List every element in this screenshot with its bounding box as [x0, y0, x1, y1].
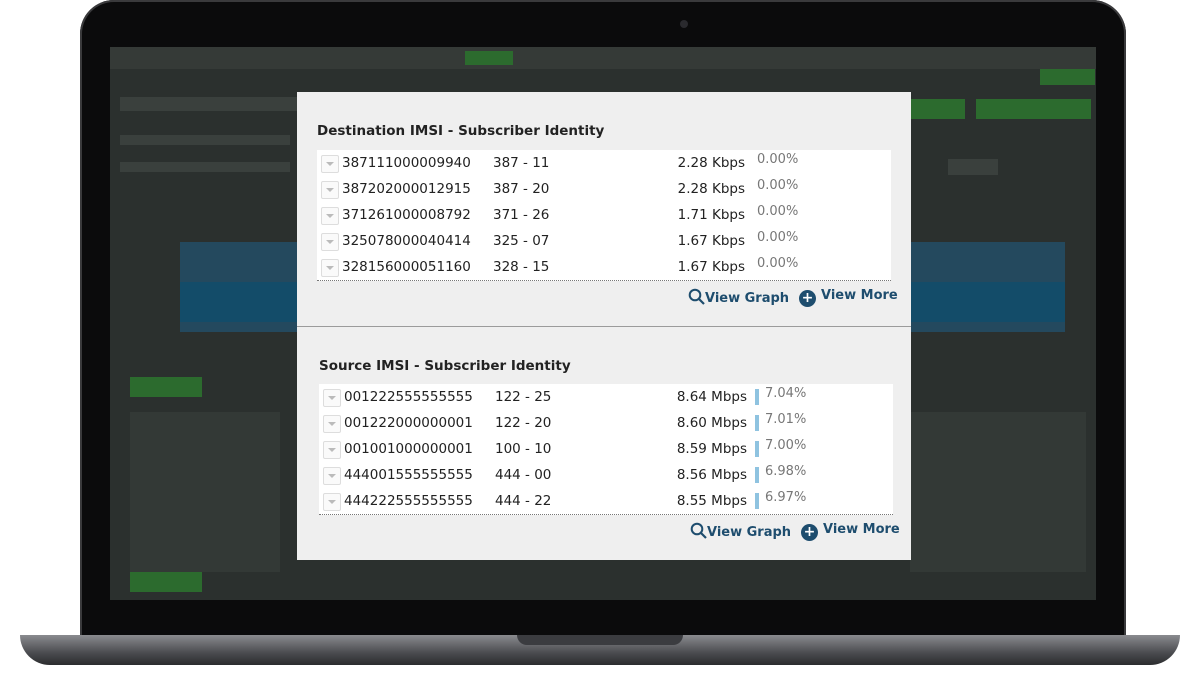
percent-value: 6.97%	[765, 490, 807, 505]
percent-bar	[755, 493, 759, 509]
section-title: Source IMSI - Subscriber Identity	[319, 358, 571, 374]
view-graph-link[interactable]: View Graph	[690, 522, 791, 540]
search-icon	[690, 522, 707, 539]
imsi-modal: Destination IMSI - Subscriber Identity 3…	[297, 92, 911, 560]
plus-circle-icon: +	[799, 290, 816, 307]
percent-bar	[755, 441, 759, 457]
percent-value: 0.00%	[757, 204, 799, 219]
view-more-link[interactable]: + View More	[801, 522, 900, 541]
imsi-value: 001001000000001	[344, 441, 473, 457]
row-dropdown-button[interactable]	[321, 207, 339, 225]
percent-value: 7.00%	[765, 438, 807, 453]
imsi-value: 001222000000001	[344, 415, 473, 431]
mcc-mnc-value: 100 - 10	[495, 441, 552, 457]
mcc-mnc-value: 122 - 25	[495, 389, 552, 405]
rate-value: 8.56 Mbps	[676, 467, 747, 483]
rate-value: 1.71 Kbps	[677, 207, 745, 223]
camera	[680, 20, 688, 28]
imsi-value: 387111000009940	[342, 155, 471, 171]
view-graph-link[interactable]: View Graph	[688, 288, 789, 306]
row-dropdown-button[interactable]	[321, 259, 339, 277]
rate-value: 8.60 Mbps	[676, 415, 747, 431]
table-row: 387202000012915 387 - 20 2.28 Kbps 0.00%	[317, 176, 891, 202]
imsi-value: 444001555555555	[344, 467, 473, 483]
percent-value: 7.04%	[765, 386, 807, 401]
table-row: 325078000040414 325 - 07 1.67 Kbps 0.00%	[317, 228, 891, 254]
percent-value: 0.00%	[757, 230, 799, 245]
table-row: 001222555555555 122 - 25 8.64 Mbps 7.04%	[319, 384, 893, 410]
row-dropdown-button[interactable]	[321, 155, 339, 173]
row-dropdown-button[interactable]	[323, 415, 341, 433]
rate-value: 8.59 Mbps	[676, 441, 747, 457]
percent-bar	[755, 467, 759, 483]
rate-value: 2.28 Kbps	[677, 181, 745, 197]
laptop-notch	[517, 635, 683, 645]
table-row: 387111000009940 387 - 11 2.28 Kbps 0.00%	[317, 150, 891, 176]
row-dropdown-button[interactable]	[323, 441, 341, 459]
rate-value: 2.28 Kbps	[677, 155, 745, 171]
mcc-mnc-value: 387 - 11	[493, 155, 550, 171]
section-title: Destination IMSI - Subscriber Identity	[317, 123, 605, 139]
table-row: 328156000051160 328 - 15 1.67 Kbps 0.00%	[317, 254, 891, 280]
percent-value: 0.00%	[757, 178, 799, 193]
table-row: 001001000000001 100 - 10 8.59 Mbps 7.00%	[319, 436, 893, 462]
mcc-mnc-value: 444 - 22	[495, 493, 552, 509]
destination-imsi-table: 387111000009940 387 - 11 2.28 Kbps 0.00%…	[317, 150, 891, 281]
divider	[297, 326, 911, 327]
rate-value: 1.67 Kbps	[677, 233, 745, 249]
percent-bar	[755, 415, 759, 431]
imsi-value: 371261000008792	[342, 207, 471, 223]
percent-bar	[755, 389, 759, 405]
mcc-mnc-value: 122 - 20	[495, 415, 552, 431]
plus-circle-icon: +	[801, 524, 818, 541]
percent-value: 6.98%	[765, 464, 807, 479]
mcc-mnc-value: 325 - 07	[493, 233, 550, 249]
table-row: 444222555555555 444 - 22 8.55 Mbps 6.97%	[319, 488, 893, 514]
rate-value: 1.67 Kbps	[677, 259, 745, 275]
source-imsi-section: Source IMSI - Subscriber Identity 001222…	[297, 327, 911, 560]
row-dropdown-button[interactable]	[321, 181, 339, 199]
imsi-value: 001222555555555	[344, 389, 473, 405]
row-dropdown-button[interactable]	[323, 467, 341, 485]
row-dropdown-button[interactable]	[321, 233, 339, 251]
rate-value: 8.55 Mbps	[676, 493, 747, 509]
source-imsi-table: 001222555555555 122 - 25 8.64 Mbps 7.04%…	[319, 384, 893, 515]
imsi-value: 387202000012915	[342, 181, 471, 197]
mcc-mnc-value: 371 - 26	[493, 207, 550, 223]
imsi-value: 325078000040414	[342, 233, 471, 249]
mcc-mnc-value: 387 - 20	[493, 181, 550, 197]
table-row: 444001555555555 444 - 00 8.56 Mbps 6.98%	[319, 462, 893, 488]
imsi-value: 328156000051160	[342, 259, 471, 275]
search-icon	[688, 288, 705, 305]
view-more-link[interactable]: + View More	[799, 288, 898, 307]
mcc-mnc-value: 328 - 15	[493, 259, 550, 275]
percent-value: 0.00%	[757, 152, 799, 167]
table-row: 371261000008792 371 - 26 1.71 Kbps 0.00%	[317, 202, 891, 228]
imsi-value: 444222555555555	[344, 493, 473, 509]
mcc-mnc-value: 444 - 00	[495, 467, 552, 483]
row-dropdown-button[interactable]	[323, 389, 341, 407]
row-dropdown-button[interactable]	[323, 493, 341, 511]
destination-imsi-section: Destination IMSI - Subscriber Identity 3…	[297, 92, 911, 326]
percent-value: 7.01%	[765, 412, 807, 427]
rate-value: 8.64 Mbps	[676, 389, 747, 405]
table-row: 001222000000001 122 - 20 8.60 Mbps 7.01%	[319, 410, 893, 436]
percent-value: 0.00%	[757, 256, 799, 271]
